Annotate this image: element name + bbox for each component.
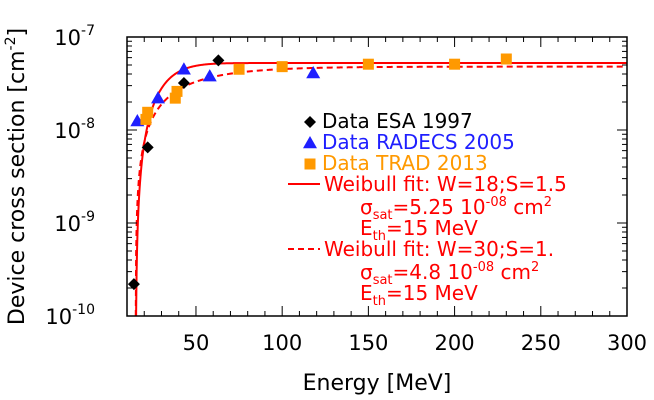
fit-curve-2 — [134, 65, 627, 316]
data-point-diamond-2 — [141, 141, 154, 154]
data-point-square-8 — [449, 58, 461, 70]
legend-fit-sigma: σsat=4.8 10-08 cm2 — [360, 260, 539, 288]
legend-fit-eth: Eth=15 MeV — [360, 281, 478, 309]
data-point-triangle-4 — [202, 69, 217, 82]
data-point-triangle-5 — [306, 66, 321, 79]
y-tick-label: 10-8 — [54, 116, 95, 143]
plot-layer — [127, 53, 627, 316]
data-point-square-9 — [500, 53, 512, 65]
plot-frame — [126, 36, 628, 317]
data-point-square-1 — [140, 113, 152, 125]
legend-marker-diamond — [304, 116, 316, 128]
legend-marker-triangle — [303, 136, 317, 149]
axes: 50 100 150 200 250 300 10-10 10-9 10-8 10-7 Energy… — [3, 23, 647, 396]
x-tick-label: 200 — [435, 331, 475, 355]
legend-label: Data RADECS 2005 — [322, 130, 515, 154]
data-point-square-4 — [171, 85, 183, 97]
x-tick-label: 300 — [607, 331, 647, 355]
legend-fit-sigma: σsat=5.25 10-08 cm2 — [360, 195, 552, 223]
data-point-triangle-3 — [176, 62, 191, 75]
legend-label: Data ESA 1997 — [322, 109, 473, 133]
legend-marker-square — [304, 158, 316, 170]
x-tick-label: 50 — [183, 331, 210, 355]
x-tick-label: 150 — [348, 331, 388, 355]
x-tick-label: 100 — [262, 331, 302, 355]
legend-fit-label: Weibull fit: W=18;S=1.5 — [324, 172, 567, 196]
data-point-square-3 — [169, 92, 181, 104]
legend-label: Data TRAD 2013 — [322, 151, 488, 175]
data-point-square-7 — [362, 58, 374, 70]
y-tick-label: 10-7 — [54, 23, 95, 50]
data-point-triangle-2 — [151, 91, 166, 104]
legend-fit-label: Weibull fit: W=30;S=1. — [324, 237, 554, 261]
x-axis-label: Energy [MeV] — [303, 371, 452, 396]
data-point-diamond-1 — [127, 278, 140, 291]
y-tick-label: 10-10 — [45, 302, 95, 329]
data-point-square-2 — [142, 106, 154, 118]
x-tick-label: 250 — [521, 331, 561, 355]
y-axis-label: Device cross section [cm-2] — [3, 28, 30, 325]
y-tick-label: 10-9 — [54, 209, 95, 236]
data-point-square-6 — [276, 61, 288, 73]
legend-fit-eth: Eth=15 MeV — [360, 216, 478, 244]
data-point-square-5 — [233, 63, 245, 75]
data-point-diamond-4 — [212, 54, 225, 67]
